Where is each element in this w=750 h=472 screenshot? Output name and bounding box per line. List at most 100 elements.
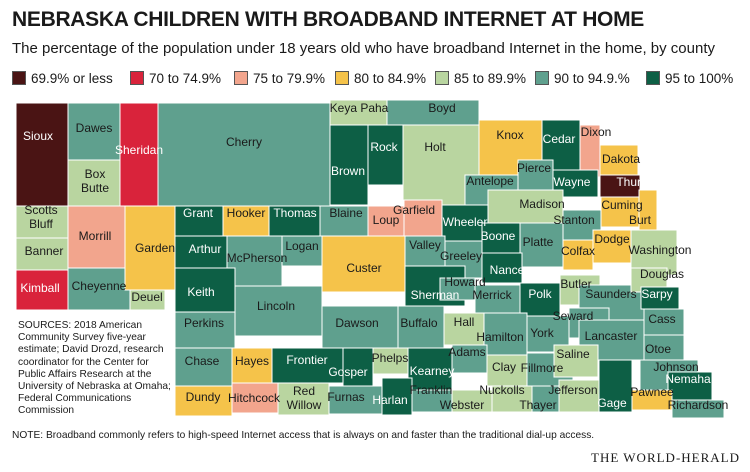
county-label-rock: Rock — [370, 140, 398, 154]
county-label-webster: Webster — [440, 398, 484, 412]
county-kimball — [15, 269, 69, 311]
county-label-gage: Gage — [597, 396, 627, 410]
county-label-hamilton: Hamilton — [476, 330, 523, 344]
county-label-sarpy: Sarpy — [641, 287, 672, 301]
map-title: NEBRASKA CHILDREN WITH BROADBAND INTERNE… — [12, 8, 644, 31]
county-keith — [174, 267, 236, 313]
county-perkins — [174, 311, 236, 349]
legend-label: 80 to 84.9% — [354, 70, 427, 86]
county-phelps — [372, 347, 409, 375]
footnote: NOTE: Broadband commonly refers to high-… — [12, 430, 595, 441]
county-label-box-butte: Box Butte — [81, 167, 109, 195]
county-label-grant: Grant — [183, 206, 214, 220]
legend: 69.9% or less 70 to 74.9% 75 to 79.9% 80… — [12, 69, 742, 87]
county-label-arthur: Arthur — [189, 242, 222, 256]
county-label-saline: Saline — [556, 347, 590, 361]
county-label-logan: Logan — [285, 239, 318, 253]
county-label-lincoln: Lincoln — [257, 299, 295, 313]
county-hamilton — [483, 312, 528, 356]
county-label-brown: Brown — [331, 164, 365, 178]
county-label-dodge: Dodge — [594, 232, 630, 246]
county-label-deuel: Deuel — [131, 290, 162, 304]
county-label-butler: Butler — [560, 277, 591, 291]
legend-label: 85 to 89.9% — [454, 70, 527, 86]
county-label-howard: Howard — [444, 275, 485, 289]
county-logan — [281, 235, 323, 267]
legend-swatch — [646, 71, 660, 85]
county-label-franklin: Franklin — [410, 383, 453, 397]
county-box-butte — [67, 159, 121, 207]
county-polk — [519, 282, 561, 317]
legend-swatch — [535, 71, 549, 85]
county-label-furnas: Furnas — [327, 390, 364, 404]
county-label-cheyenne: Cheyenne — [72, 279, 127, 293]
county-sioux — [15, 102, 69, 207]
county-label-pawnee: Pawnee — [630, 385, 674, 399]
county-label-york: York — [530, 326, 555, 340]
county-saline — [553, 344, 599, 378]
legend-label: 75 to 79.9% — [253, 70, 326, 86]
legend-item: 90 to 94.9.% — [535, 69, 630, 87]
county-label-thurston: Thurston — [616, 175, 663, 189]
county-label-boone: Boone — [481, 229, 516, 243]
county-label-chase: Chase — [185, 354, 220, 368]
county-label-buffalo: Buffalo — [400, 316, 437, 330]
county-hitchcock — [231, 382, 279, 414]
county-label-cuming: Cuming — [601, 198, 642, 212]
legend-item: 70 to 74.9% — [130, 69, 221, 87]
county-label-clay: Clay — [492, 360, 516, 374]
legend-item: 75 to 79.9% — [234, 69, 325, 87]
county-custer — [321, 235, 406, 293]
county-merrick — [474, 284, 521, 314]
county-label-valley: Valley — [409, 238, 441, 252]
county-label-loup: Loup — [373, 213, 400, 227]
publisher-credit: THE WORLD-HERALD — [591, 450, 740, 465]
county-label-gosper: Gosper — [328, 365, 367, 379]
county-colfax — [562, 239, 594, 271]
county-label-richardson: Richardson — [668, 398, 729, 412]
county-blaine — [319, 205, 369, 237]
county-label-cherry: Cherry — [226, 135, 262, 149]
county-adams — [451, 344, 488, 374]
legend-label: 90 to 94.9.% — [554, 70, 630, 86]
county-label-otoe: Otoe — [645, 342, 671, 356]
county-label-nemaha: Nemaha — [665, 372, 711, 386]
county-madison — [487, 189, 564, 224]
county-label-stanton: Stanton — [553, 213, 594, 227]
county-label-kearney: Kearney — [410, 364, 455, 378]
county-pierce — [517, 159, 554, 191]
county-label-hitchcock: Hitchcock — [228, 391, 281, 405]
county-label-platte: Platte — [523, 235, 554, 249]
county-label-nuckolls: Nuckolls — [479, 383, 524, 397]
county-garden — [124, 205, 176, 291]
county-label-morrill: Morrill — [79, 229, 112, 243]
county-label-harlan: Harlan — [372, 393, 407, 407]
legend-item: 95 to 100% — [646, 69, 733, 87]
county-label-antelope: Antelope — [466, 174, 514, 188]
county-rock — [367, 124, 404, 186]
county-label-madison: Madison — [519, 197, 564, 211]
county-grant — [174, 205, 224, 237]
county-label-garden: Garden — [135, 241, 175, 255]
county-label-wayne: Wayne — [554, 175, 591, 189]
county-label-merrick: Merrick — [472, 288, 512, 302]
county-boyd — [386, 99, 480, 126]
county-dakota — [599, 144, 639, 176]
county-label-fillmore: Fillmore — [521, 361, 564, 375]
county-label-thomas: Thomas — [273, 206, 316, 220]
county-richardson — [671, 399, 725, 419]
county-label-adams: Adams — [448, 345, 485, 359]
sources-text: SOURCES: 2018 American Community Survey … — [18, 320, 171, 417]
county-harlan — [381, 377, 413, 416]
county-label-burt: Burt — [629, 213, 652, 227]
legend-swatch — [130, 71, 144, 85]
county-hooker — [222, 205, 270, 237]
legend-swatch — [435, 71, 449, 85]
county-cuming — [600, 196, 640, 228]
county-scotts-bluff — [15, 205, 69, 239]
county-label-washington: Washington — [629, 243, 692, 257]
county-label-sherman: Sherman — [411, 288, 460, 302]
county-dodge — [592, 229, 632, 264]
county-label-cass: Cass — [648, 312, 675, 326]
legend-item: 85 to 89.9% — [435, 69, 526, 87]
